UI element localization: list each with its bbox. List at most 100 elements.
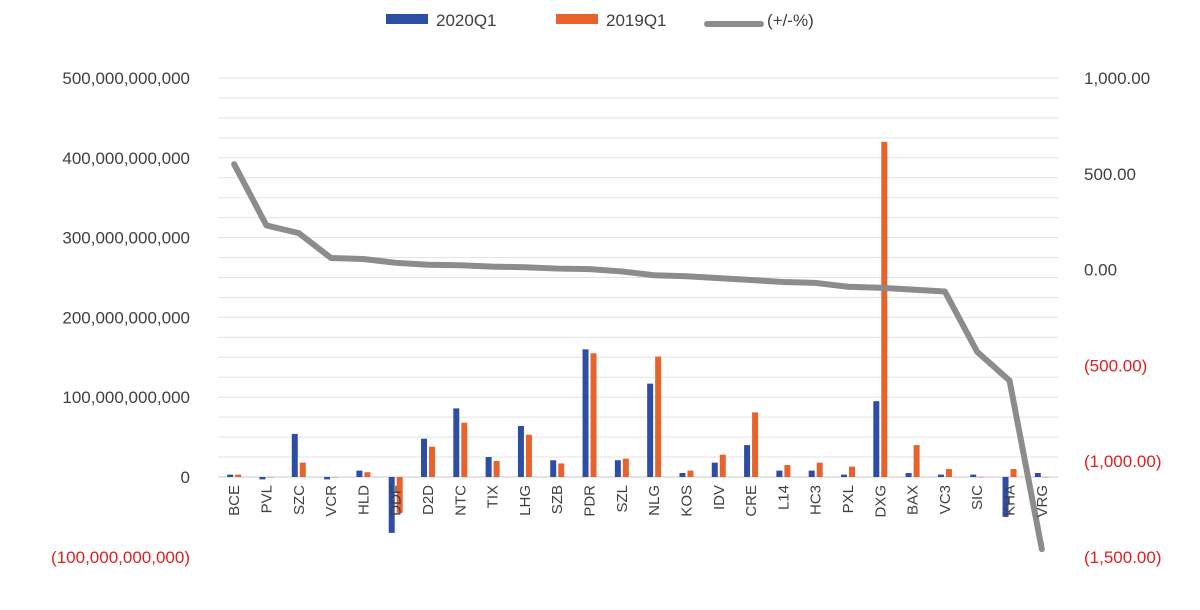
category-labels: BCE PVL SZC VCR HLD DDF D2D NTC TIX LHG SZB PDR SZL N… (226, 485, 1051, 518)
bar-2020Q1-TIX (485, 457, 492, 477)
bar-2019Q1-HLD (364, 472, 371, 477)
bar-2020Q1-NLG (647, 383, 654, 477)
bar-2020Q1-SZB (550, 460, 557, 477)
left-axis-tick-label: 200,000,000,000 (62, 308, 190, 327)
category-label: BAX (905, 485, 922, 515)
category-label: SZL (614, 485, 631, 513)
category-label: IDV (711, 485, 728, 510)
bar-2020Q1-BAX (905, 473, 912, 477)
bar-2019Q1-SZB (558, 463, 565, 477)
bar-2019Q1-L14 (784, 465, 791, 477)
bar-2019Q1-CRE (752, 412, 759, 477)
bar-2019Q1-VC3 (945, 469, 952, 477)
right-axis-ticks: 1,000.00 500.00 0.00 (500.00) (1,000.00) (1,5… (1084, 69, 1162, 567)
bar-2020Q1-IDV (711, 462, 718, 477)
bar-2019Q1-PDR (590, 353, 597, 477)
category-label: CRE (743, 485, 760, 517)
bar-2020Q1-DXG (873, 401, 880, 477)
right-axis-tick-label: (1,500.00) (1084, 548, 1162, 567)
bar-2020Q1-CRE (744, 445, 751, 477)
left-axis-ticks: 500,000,000,000 400,000,000,000 300,000,00… (51, 69, 190, 567)
bar-series (227, 141, 1049, 533)
bar-2020Q1-BCE (227, 474, 234, 477)
legend-swatch (556, 14, 598, 24)
category-label: DDF (388, 485, 405, 516)
bar-2019Q1-SZC (299, 462, 306, 477)
chart-legend: 2020Q1 2019Q1 (+/-%) (386, 11, 814, 30)
bar-2020Q1-DDF (388, 477, 395, 533)
bar-2019Q1-BCE (235, 474, 242, 477)
bar-2019Q1-HC3 (816, 462, 823, 477)
bar-2020Q1-VRG (1034, 473, 1041, 477)
bar-2020Q1-SZC (291, 433, 298, 477)
chart-gridlines (218, 77, 1058, 478)
bar-2019Q1-VCR (332, 477, 339, 478)
bar-2020Q1-KOS (679, 473, 686, 477)
left-axis-tick-label: 400,000,000,000 (62, 149, 190, 168)
right-axis-tick-label: (1,000.00) (1084, 452, 1162, 471)
bar-2019Q1-NLG (655, 356, 662, 477)
category-label: DXG (872, 485, 889, 518)
category-label: SZC (291, 485, 308, 515)
left-axis-tick-label: 500,000,000,000 (62, 69, 190, 88)
category-label: NTC (452, 485, 469, 516)
legend-swatch (386, 14, 428, 24)
bar-2020Q1-KHA (1002, 477, 1009, 517)
bar-2020Q1-NTC (453, 408, 460, 477)
legend-label: 2020Q1 (436, 11, 497, 30)
category-label: NLG (646, 485, 663, 516)
bar-2019Q1-BAX (913, 445, 920, 477)
category-label: BCE (226, 485, 243, 516)
bar-2019Q1-VRG (1042, 477, 1049, 478)
bar-2019Q1-D2D (429, 446, 435, 477)
legend-label: 2019Q1 (606, 11, 667, 30)
category-label: PDR (582, 485, 599, 517)
category-label: D2D (420, 485, 437, 515)
bar-2019Q1-DXG (881, 141, 888, 477)
category-label: PVL (258, 485, 275, 513)
category-label: TIX (485, 485, 502, 508)
bar-2020Q1-PDR (582, 349, 589, 477)
bar-2019Q1-KOS (687, 470, 694, 477)
bar-2020Q1-SZL (614, 460, 621, 477)
bar-2019Q1-IDV (719, 454, 726, 477)
bar-2020Q1-PXL (841, 474, 847, 477)
category-label: LHG (517, 485, 534, 516)
bar-2019Q1-NTC (461, 422, 468, 477)
right-axis-tick-label: 0.00 (1084, 261, 1117, 280)
bar-2020Q1-VCR (324, 477, 331, 480)
bar-2020Q1-HLD (356, 470, 363, 477)
line-series (231, 161, 1045, 553)
series-line-(+/-%) (231, 161, 1045, 553)
category-label: VRG (1034, 485, 1051, 518)
left-axis-tick-label: (100,000,000,000) (51, 548, 190, 567)
bar-2020Q1-VC3 (937, 474, 944, 477)
category-label: KOS (678, 485, 695, 517)
category-label: VCR (323, 485, 340, 517)
bar-2019Q1-LHG (525, 434, 532, 477)
bar-2019Q1-SZL (622, 458, 629, 477)
bar-2019Q1-SIC (978, 477, 985, 478)
category-label: HC3 (808, 485, 825, 515)
bar-2020Q1-L14 (776, 470, 783, 477)
category-label: PXL (840, 485, 857, 513)
category-label: KHA (1002, 485, 1019, 516)
category-label: L14 (775, 485, 792, 510)
category-label: VC3 (937, 485, 954, 514)
left-axis-tick-label: 0 (181, 468, 190, 487)
legend-label: (+/-%) (767, 11, 814, 30)
right-axis-tick-label: (500.00) (1084, 356, 1147, 375)
category-label: HLD (355, 485, 372, 515)
left-axis-tick-label: 300,000,000,000 (62, 229, 190, 248)
bar-2019Q1-DDF (396, 477, 403, 513)
left-axis-tick-label: 100,000,000,000 (62, 388, 190, 407)
bar-2019Q1-PVL (267, 477, 274, 478)
bar-2020Q1-HC3 (808, 470, 815, 477)
bar-2020Q1-D2D (421, 438, 427, 477)
category-label: SZB (549, 485, 566, 514)
bar-2020Q1-LHG (517, 425, 524, 477)
bar-2019Q1-KHA (1010, 469, 1017, 477)
bar-2020Q1-PVL (259, 477, 266, 480)
bar-2019Q1-TIX (493, 461, 500, 477)
